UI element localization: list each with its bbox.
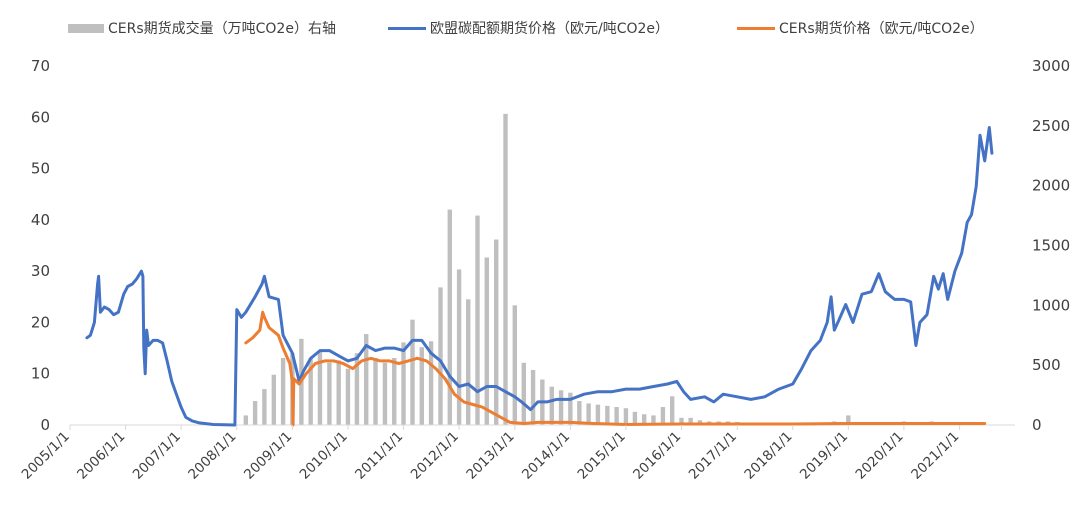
- volume-bar: [595, 404, 601, 425]
- x-tick-label: 2018/1/1: [741, 429, 795, 483]
- volume-bar: [568, 392, 573, 425]
- volume-bar: [447, 209, 452, 425]
- volume-bar: [373, 357, 378, 425]
- volume-bar: [456, 269, 462, 425]
- volume-bar: [438, 287, 443, 425]
- volume-bar: [614, 407, 619, 425]
- y2-tick-label: 1500: [1032, 237, 1070, 255]
- x-tick-label: 2006/1/1: [74, 429, 128, 483]
- volume-bar: [308, 357, 313, 425]
- x-tick-label: 2009/1/1: [241, 429, 295, 483]
- x-tick-label: 2020/1/1: [853, 429, 907, 483]
- volume-bar: [419, 347, 424, 425]
- x-tick-label: 2014/1/1: [519, 429, 573, 483]
- x-tick-label: 2012/1/1: [408, 429, 462, 483]
- volume-bar: [466, 299, 471, 425]
- volume-bar: [679, 417, 684, 425]
- y-tick-label: 20: [31, 313, 50, 331]
- x-tick-label: 2015/1/1: [575, 429, 629, 483]
- volume-bar: [262, 389, 267, 425]
- cer-price-line: [244, 310, 987, 427]
- volume-bar: [317, 352, 323, 425]
- volume-bar: [382, 362, 388, 425]
- volume-bar: [688, 417, 693, 425]
- x-axis: 2005/1/1 2006/1/1 2007/1/1 2008/1/1 2009/1/1…: [19, 425, 962, 483]
- volume-bar: [660, 407, 666, 425]
- volume-bar: [549, 386, 554, 425]
- volume-bar: [410, 319, 415, 425]
- price-lines: [85, 126, 994, 427]
- x-tick-label: 2010/1/1: [297, 429, 351, 483]
- y2-tick-label: 500: [1032, 356, 1061, 374]
- volume-bar: [484, 257, 489, 425]
- volume-bar: [354, 353, 360, 425]
- volume-bar: [641, 414, 647, 425]
- volume-bars: [243, 113, 976, 425]
- volume-bar: [345, 368, 351, 425]
- volume-bar: [530, 369, 536, 425]
- volume-bar: [632, 411, 638, 425]
- right-axis: 0 500 1000 1500 2000 2500 3000: [1032, 57, 1070, 434]
- x-tick-label: 2016/1/1: [630, 429, 684, 483]
- x-tick-label: 2007/1/1: [130, 429, 184, 483]
- x-tick-label: 2008/1/1: [185, 429, 239, 483]
- y-tick-label: 10: [31, 365, 50, 383]
- y-tick-label: 50: [31, 160, 50, 178]
- volume-bar: [623, 408, 629, 425]
- volume-bar: [428, 341, 434, 425]
- y-tick-label: 40: [31, 211, 50, 229]
- volume-bar: [280, 357, 286, 425]
- x-tick-label: 2011/1/1: [352, 429, 406, 483]
- y2-tick-label: 3000: [1032, 57, 1070, 75]
- y-tick-label: 0: [40, 416, 50, 434]
- volume-bar: [475, 215, 480, 425]
- legend-volume-label: CERs期货成交量（万吨CO2e）右轴: [108, 20, 336, 37]
- left-axis: 0 10 20 30 40 50 60 70: [31, 57, 50, 434]
- y-tick-label: 30: [31, 262, 50, 280]
- volume-bar: [558, 390, 564, 425]
- volume-bar: [327, 362, 332, 425]
- y-tick-label: 60: [31, 108, 50, 126]
- volume-bar: [252, 401, 258, 425]
- volume-bar: [243, 415, 249, 425]
- volume-bar: [586, 403, 591, 425]
- volume-bar: [271, 374, 277, 425]
- y2-tick-label: 2000: [1032, 177, 1070, 195]
- volume-bar: [669, 396, 675, 425]
- x-tick-label: 2021/1/1: [908, 429, 962, 483]
- volume-bar: [494, 239, 499, 425]
- y-tick-label: 70: [31, 57, 50, 75]
- legend-eua-label: 欧盟碳配额期货价格（欧元/吨CO2e）: [430, 20, 669, 37]
- volume-bar: [605, 405, 610, 425]
- volume-bar: [364, 334, 369, 425]
- legend-volume-swatch: [68, 24, 104, 33]
- legend: CERs期货成交量（万吨CO2e）右轴 欧盟碳配额期货价格（欧元/吨CO2e） CE…: [68, 20, 984, 37]
- volume-bar: [392, 357, 397, 425]
- eua-price-line: [85, 126, 994, 427]
- volume-bar: [651, 415, 656, 425]
- volume-bar: [503, 113, 508, 425]
- volume-bar: [846, 415, 851, 425]
- x-tick-label: 2019/1/1: [797, 429, 851, 483]
- x-tick-label: 2017/1/1: [686, 429, 740, 483]
- y2-tick-label: 1000: [1032, 296, 1070, 314]
- volume-bar: [577, 401, 582, 425]
- x-tick-label: 2013/1/1: [463, 429, 517, 483]
- volume-bar: [401, 342, 406, 425]
- y2-tick-label: 0: [1032, 416, 1042, 434]
- volume-bar: [521, 362, 526, 425]
- x-tick-label: 2005/1/1: [19, 429, 73, 483]
- volume-bar: [512, 305, 517, 425]
- y2-tick-label: 2500: [1032, 117, 1070, 135]
- volume-bar: [336, 360, 341, 425]
- legend-cer-label: CERs期货价格（欧元/吨CO2e）: [779, 20, 984, 37]
